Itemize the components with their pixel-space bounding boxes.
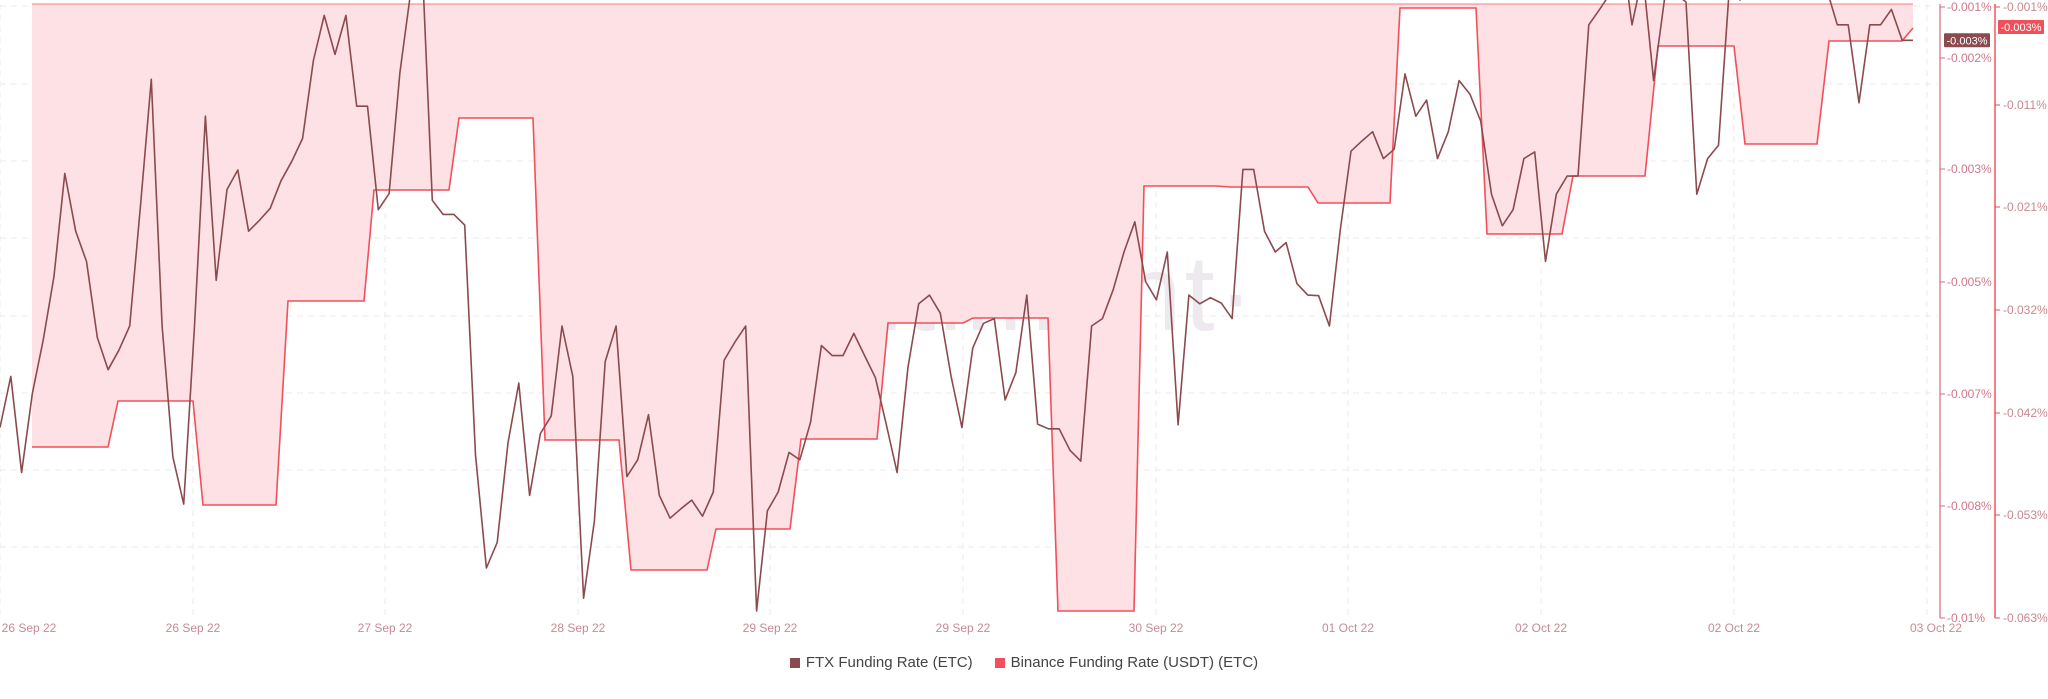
x-tick-label: 26 Sep 22: [2, 621, 57, 635]
ftx-last-value-label: -0.003%: [1947, 35, 1988, 47]
legend-item-binance[interactable]: Binance Funding Rate (USDT) (ETC): [994, 654, 1259, 671]
chart-legend: FTX Funding Rate (ETC) Binance Funding R…: [0, 654, 2048, 671]
legend-swatch-binance: [994, 657, 1005, 668]
legend-label-ftx: FTX Funding Rate (ETC): [805, 654, 973, 671]
binance-y-tick-label: -0.032%: [2003, 303, 2048, 317]
x-tick-label: 26 Sep 22: [166, 621, 221, 635]
binance-y-tick-label: -0.053%: [2003, 508, 2048, 522]
ftx-y-tick-label: -0.007%: [1947, 387, 1992, 401]
ftx-y-tick-label: -0.002%: [1947, 51, 1992, 65]
x-tick-label: 02 Oct 22: [1515, 621, 1567, 635]
legend-swatch-ftx: [789, 657, 800, 668]
ftx-y-tick-label: -0.003%: [1947, 162, 1992, 176]
ftx-y-tick-label: -0.001%: [1947, 0, 1992, 14]
binance-y-tick-label: -0.042%: [2003, 406, 2048, 420]
x-tick-label: 29 Sep 22: [743, 621, 798, 635]
ftx-last-value-badge: [1944, 33, 1990, 48]
x-tick-label: 30 Sep 22: [1129, 621, 1184, 635]
x-tick-label: 01 Oct 22: [1322, 621, 1374, 635]
binance-series-line: [32, 7, 1914, 612]
binance-series-area: [32, 4, 1913, 611]
ftx-y-tick-label: -0.008%: [1947, 499, 1992, 513]
binance-y-tick-label: -0.063%: [2003, 611, 2048, 625]
ftx-y-tick-label: -0.005%: [1947, 275, 1992, 289]
x-tick-label: 28 Sep 22: [551, 621, 606, 635]
x-tick-label: 03 Oct 22: [1910, 621, 1962, 635]
legend-label-binance: Binance Funding Rate (USDT) (ETC): [1010, 654, 1259, 671]
legend-item-ftx[interactable]: FTX Funding Rate (ETC): [789, 654, 973, 671]
x-tick-label: 27 Sep 22: [358, 621, 413, 635]
binance-last-value-badge: [1998, 20, 2044, 34]
x-tick-label: 29 Sep 22: [936, 621, 991, 635]
x-tick-label: 02 Oct 22: [1708, 621, 1760, 635]
binance-y-tick-label: -0.011%: [2003, 98, 2047, 112]
ftx-y-tick-label: -0.01%: [1947, 611, 1985, 625]
binance-y-tick-label: -0.021%: [2003, 200, 2048, 214]
binance-last-value-label: -0.003%: [2001, 22, 2042, 34]
ftx-series-line: [0, 0, 1913, 612]
binance-y-tick-label: -0.001%: [2003, 0, 2048, 14]
